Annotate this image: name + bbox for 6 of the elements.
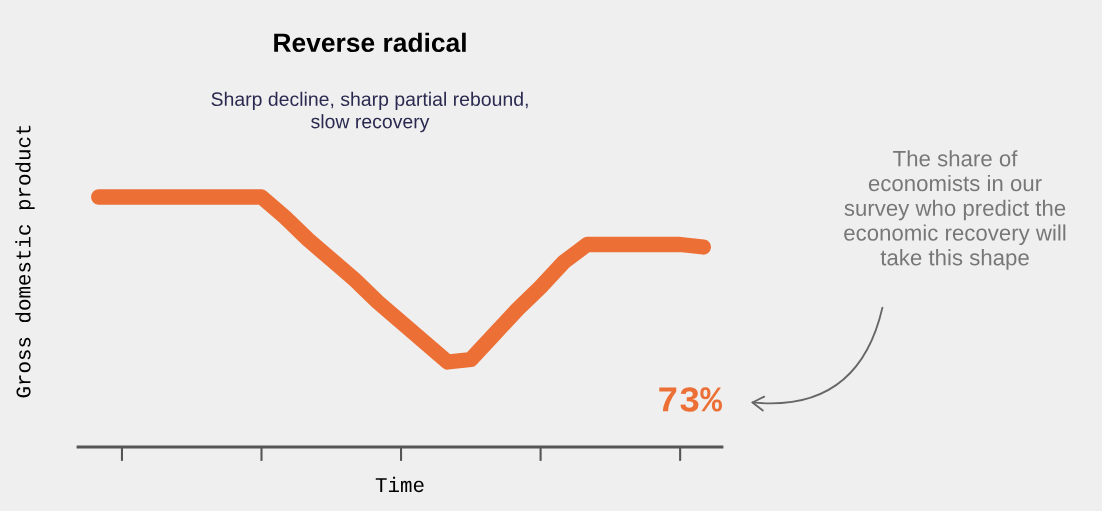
x-axis-title: Time — [375, 476, 424, 493]
chart-title: Reverse radical — [274, 32, 466, 53]
text: The share of economists in our survey who predict the economic recovery will take this shape — [844, 150, 1066, 270]
y-axis-title: Gross domestic product — [15, 125, 35, 398]
annotation: 73% — [659, 387, 723, 412]
chart-subtitle: Sharp decline, sharp partial rebound, slow recovery — [211, 91, 528, 133]
